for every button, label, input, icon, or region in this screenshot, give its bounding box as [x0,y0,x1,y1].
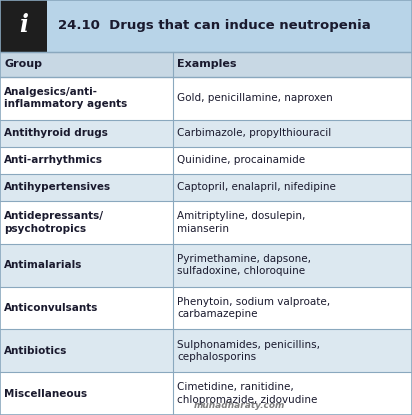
Text: Antihypertensives: Antihypertensives [4,183,111,193]
Bar [0,51,412,77]
Bar [0,372,412,415]
Text: 24.10  Drugs that can induce neutropenia: 24.10 Drugs that can induce neutropenia [58,19,370,32]
Bar [0,174,412,201]
Text: Carbimazole, propylthiouracil: Carbimazole, propylthiouracil [177,128,331,138]
Text: Group: Group [4,59,42,69]
Text: Quinidine, procainamide: Quinidine, procainamide [177,155,305,165]
Bar [0,147,412,174]
Text: Pyrimethamine, dapsone,
sulfadoxine, chloroquine: Pyrimethamine, dapsone, sulfadoxine, chl… [177,254,311,276]
Text: Anticonvulsants: Anticonvulsants [4,303,98,313]
Bar [0,77,412,120]
Text: muhadharaty.com: muhadharaty.com [193,401,285,410]
Text: Amitriptyline, dosulepin,
mianserin: Amitriptyline, dosulepin, mianserin [177,211,306,234]
Text: Examples: Examples [177,59,236,69]
Text: Cimetidine, ranitidine,
chlopromazide, zidovudine: Cimetidine, ranitidine, chlopromazide, z… [177,382,318,405]
Text: Antibiotics: Antibiotics [4,346,68,356]
Text: Antithyroid drugs: Antithyroid drugs [4,128,108,138]
Text: i: i [19,13,28,37]
Bar [0,0,47,51]
Bar [0,0,412,51]
Text: Antimalarials: Antimalarials [4,260,82,270]
Text: Gold, penicillamine, naproxen: Gold, penicillamine, naproxen [177,93,333,103]
Text: Phenytoin, sodium valproate,
carbamazepine: Phenytoin, sodium valproate, carbamazepi… [177,297,330,319]
Bar [0,201,412,244]
Text: Anti-arrhythmics: Anti-arrhythmics [4,155,103,165]
Text: Captopril, enalapril, nifedipine: Captopril, enalapril, nifedipine [177,183,336,193]
Text: Miscellaneous: Miscellaneous [4,388,87,398]
Bar [0,287,412,330]
Text: Sulphonamides, penicillins,
cephalosporins: Sulphonamides, penicillins, cephalospori… [177,339,320,362]
Bar [0,120,412,147]
Bar [0,244,412,287]
Bar [0,330,412,372]
Text: Antidepressants/
psychotropics: Antidepressants/ psychotropics [4,211,104,234]
Text: Analgesics/anti-
inflammatory agents: Analgesics/anti- inflammatory agents [4,87,127,110]
